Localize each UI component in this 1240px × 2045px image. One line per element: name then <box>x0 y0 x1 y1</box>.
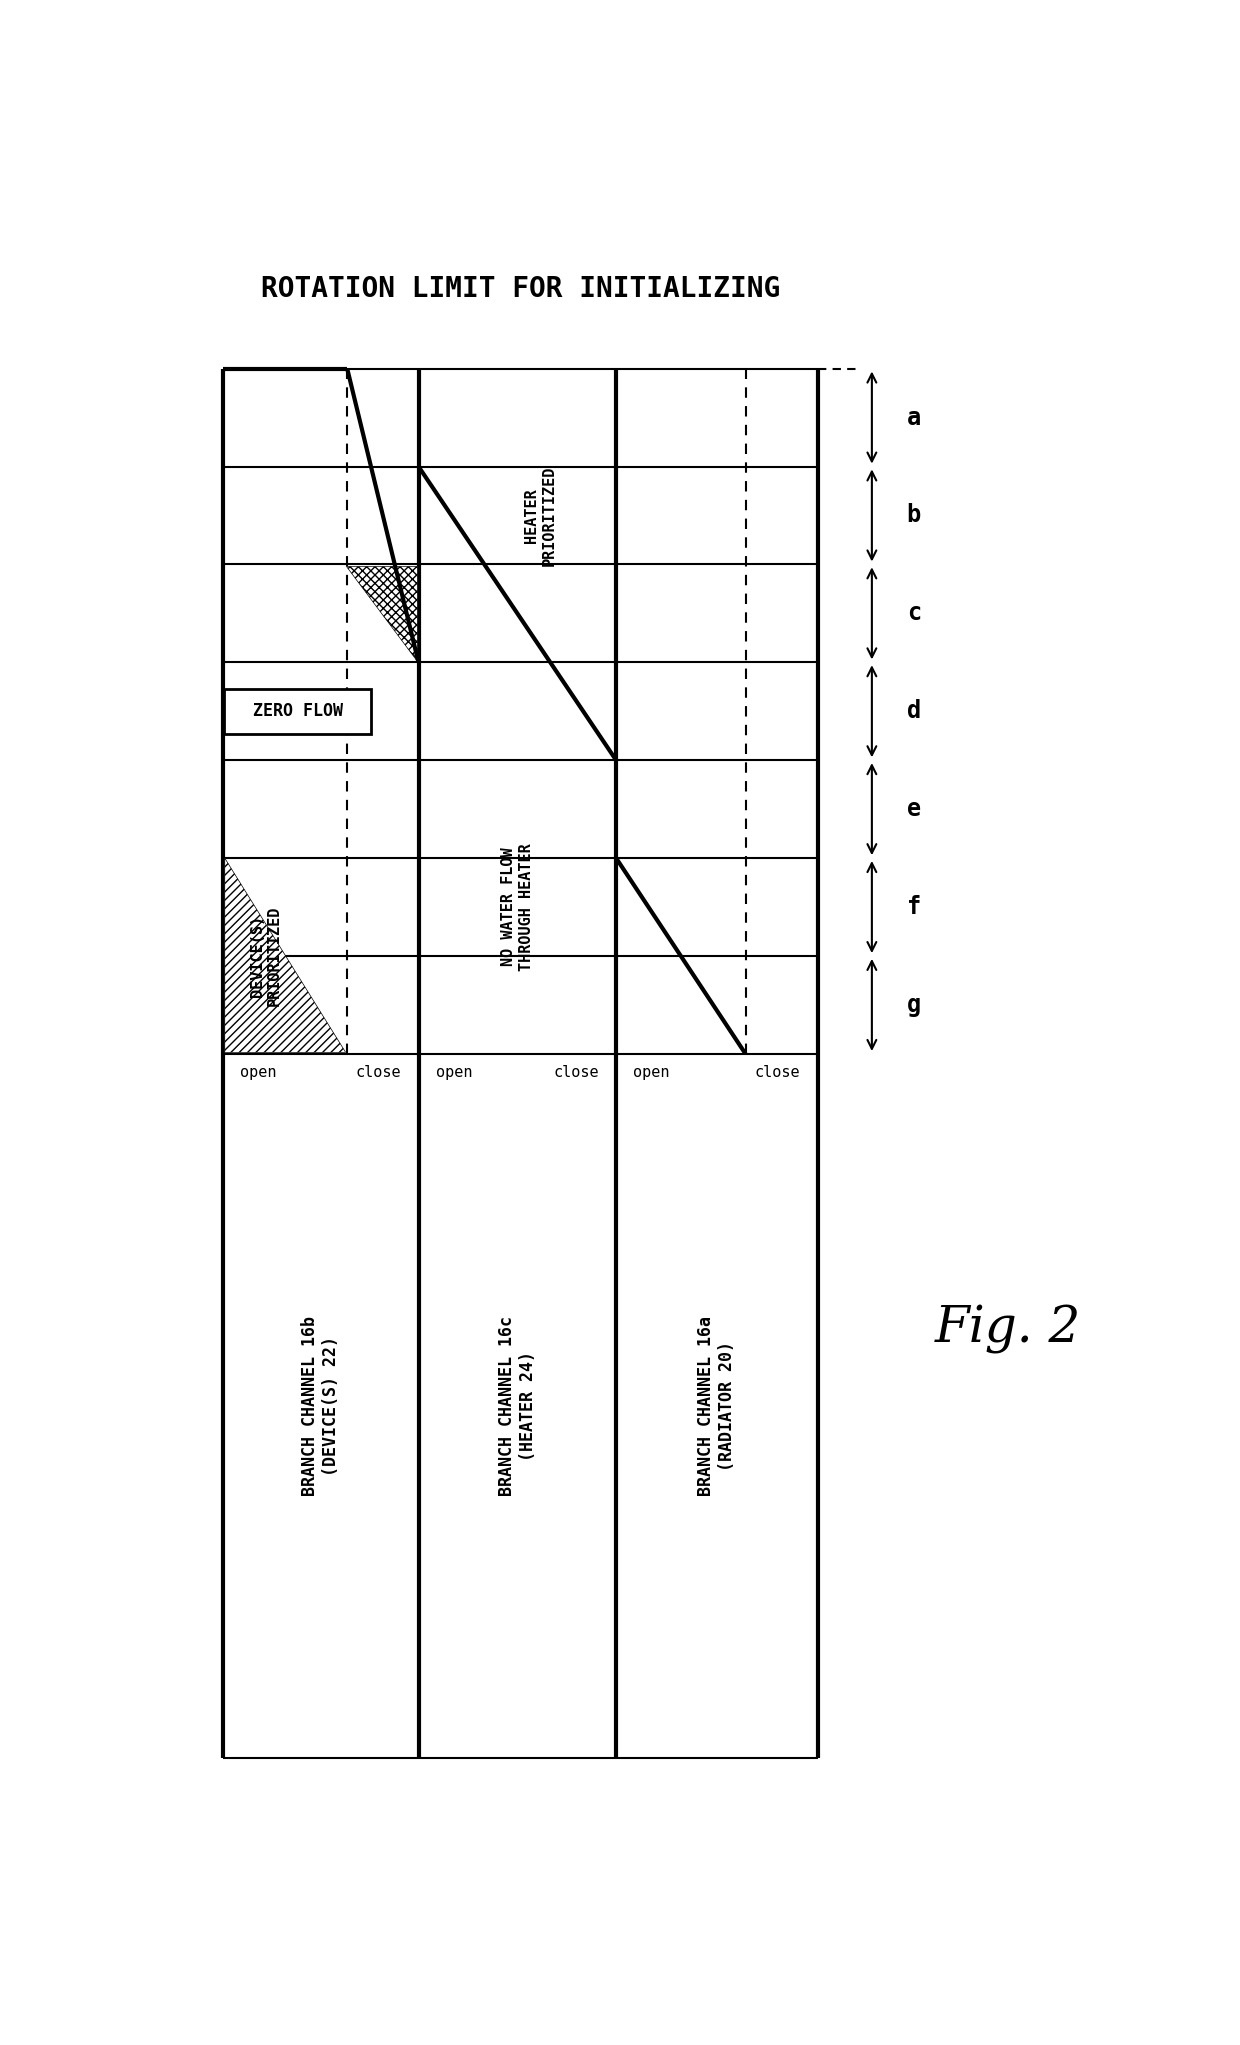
Text: open: open <box>435 1065 472 1080</box>
Text: BRANCH CHANNEL 16b
(DEVICE(S) 22): BRANCH CHANNEL 16b (DEVICE(S) 22) <box>301 1317 340 1497</box>
Text: open: open <box>634 1065 670 1080</box>
Text: open: open <box>241 1065 277 1080</box>
Text: g: g <box>906 994 921 1016</box>
Text: a: a <box>906 405 921 429</box>
Text: ZERO FLOW: ZERO FLOW <box>253 701 342 720</box>
Text: close: close <box>755 1065 801 1080</box>
Polygon shape <box>346 566 417 661</box>
Text: HEATER
PRIORITIZED: HEATER PRIORITIZED <box>525 466 557 566</box>
Text: b: b <box>906 503 921 528</box>
Text: Fig. 2: Fig. 2 <box>934 1305 1081 1354</box>
Text: d: d <box>906 699 921 724</box>
Text: e: e <box>906 798 921 822</box>
Text: BRANCH CHANNEL 16c
(HEATER 24): BRANCH CHANNEL 16c (HEATER 24) <box>498 1317 537 1497</box>
Text: c: c <box>906 601 921 626</box>
Polygon shape <box>224 859 346 1053</box>
Text: ROTATION LIMIT FOR INITIALIZING: ROTATION LIMIT FOR INITIALIZING <box>260 276 780 303</box>
Text: NO WATER FLOW
THROUGH HEATER: NO WATER FLOW THROUGH HEATER <box>501 843 533 971</box>
Text: f: f <box>906 896 921 918</box>
Bar <box>224 689 371 734</box>
Text: close: close <box>356 1065 402 1080</box>
Text: close: close <box>553 1065 599 1080</box>
Text: DEVICE(S)
PRIORITIZED: DEVICE(S) PRIORITIZED <box>249 906 281 1006</box>
Text: BRANCH CHANNEL 16a
(RADIATOR 20): BRANCH CHANNEL 16a (RADIATOR 20) <box>697 1317 737 1497</box>
